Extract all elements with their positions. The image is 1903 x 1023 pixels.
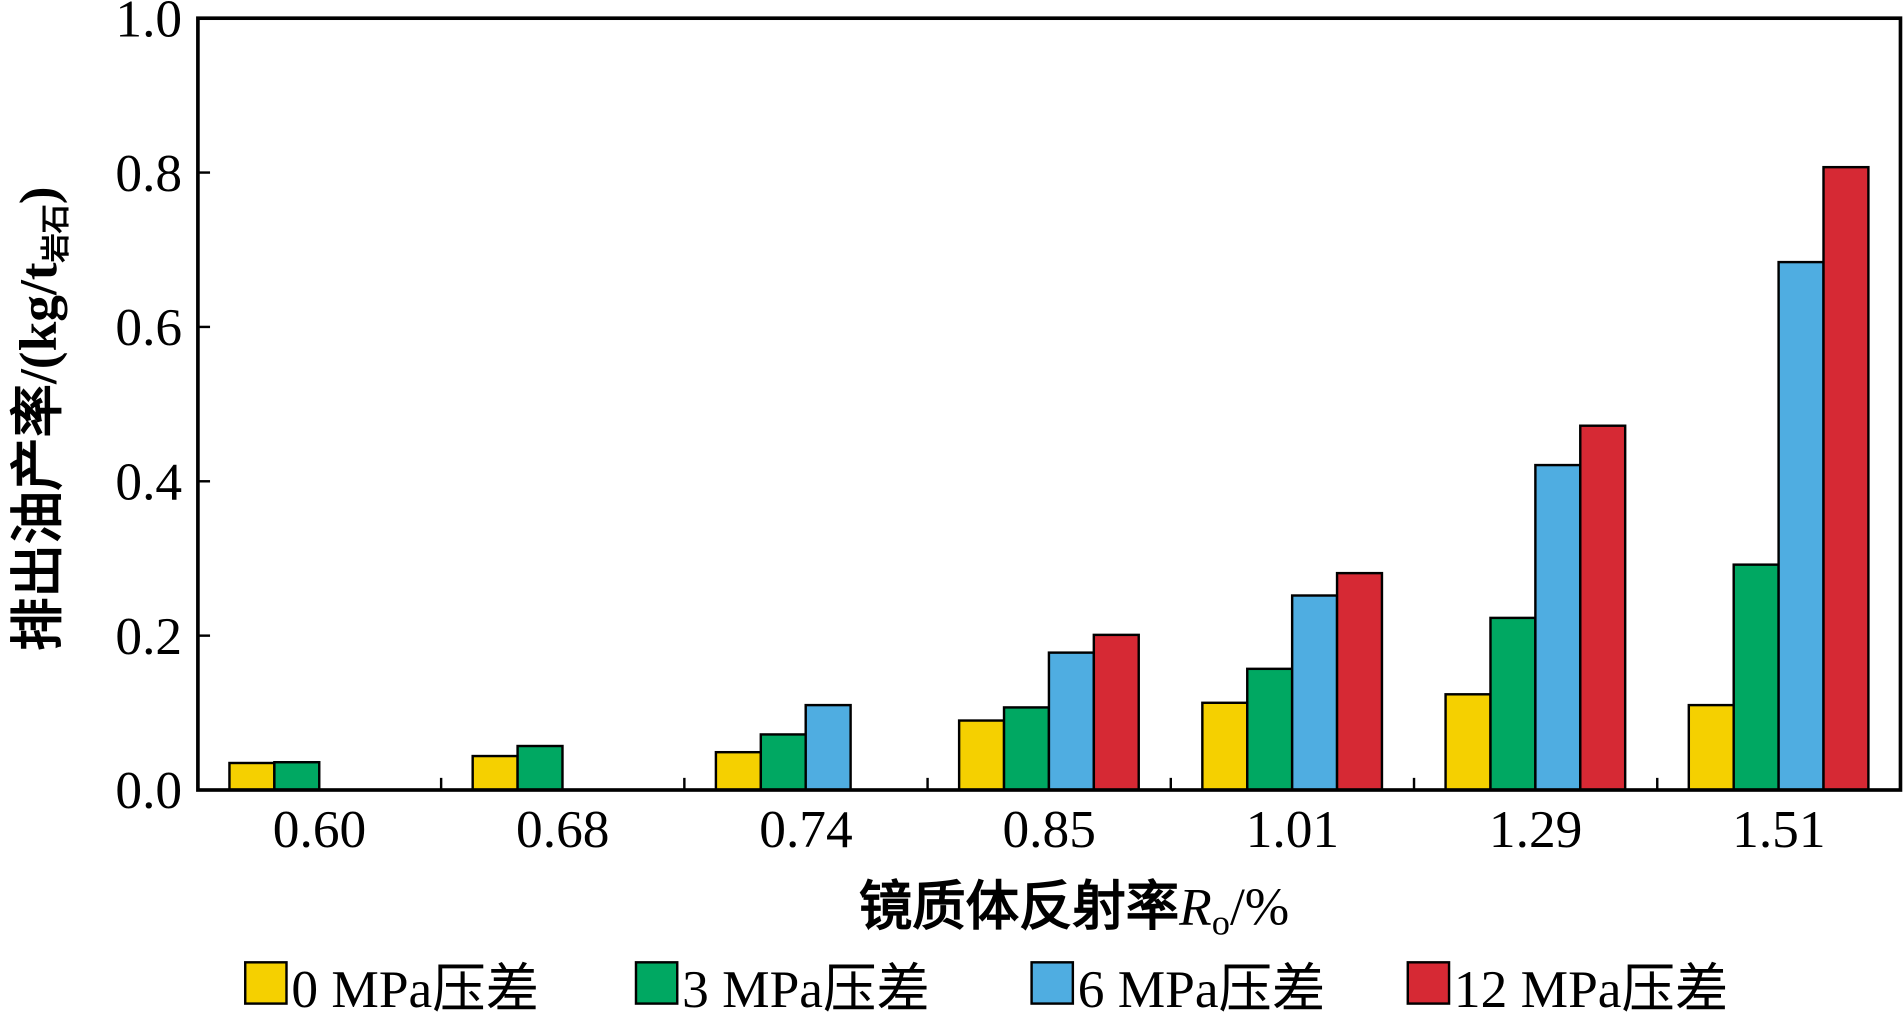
bar-1.01-12MPa压差 <box>1335 571 1384 792</box>
legend-swatch <box>244 961 288 1005</box>
x-tick-label: 0.85 <box>1002 799 1095 859</box>
plot-frame <box>196 16 1903 792</box>
bar-1.29-12MPa压差 <box>1579 424 1627 792</box>
bar-1.29-6MPa压差 <box>1534 463 1582 792</box>
legend-swatch <box>634 961 679 1005</box>
bar-0.74-6MPa压差 <box>804 703 852 792</box>
bar-0.85-3MPa压差 <box>1002 706 1051 792</box>
bar-0.74-0MPa压差 <box>714 750 763 792</box>
bar-1.51-12MPa压差 <box>1822 165 1870 792</box>
y-tick-label: 0.8 <box>115 143 182 203</box>
legend-label: 12 MPa压差 <box>1454 959 1728 1019</box>
bar-0.85-0MPa压差 <box>957 719 1006 792</box>
y-tick-label: 0.4 <box>115 451 182 511</box>
bar-0.74-3MPa压差 <box>759 733 807 792</box>
y-tick-label: 1.0 <box>115 0 182 48</box>
bar-0.68-0MPa压差 <box>471 754 519 792</box>
y-tick-label: 0.6 <box>115 297 182 357</box>
bar-1.01-6MPa压差 <box>1290 594 1339 792</box>
bar-1.01-3MPa压差 <box>1246 667 1294 792</box>
bar-1.51-0MPa压差 <box>1687 703 1735 792</box>
x-tick-label: 1.51 <box>1732 799 1825 859</box>
bar-1.51-3MPa压差 <box>1732 563 1780 792</box>
x-tick-label: 0.68 <box>516 799 609 859</box>
bar-0.85-6MPa压差 <box>1047 651 1096 792</box>
bar-1.01-0MPa压差 <box>1201 701 1249 792</box>
bar-1.51-6MPa压差 <box>1777 260 1825 792</box>
legend-label: 6 MPa压差 <box>1078 959 1326 1019</box>
bar-0.60-0MPa压差 <box>228 761 276 792</box>
x-tick-label: 1.29 <box>1489 799 1582 859</box>
legend-label: 0 MPa压差 <box>291 959 539 1019</box>
x-tick-label: 1.01 <box>1246 799 1339 859</box>
ticks-layer: 0.60 0.68 0.74 0.85 1.01 1.29 1.51 0.0 0.2 0.4 0.6… <box>115 0 1825 859</box>
legend-swatch <box>1406 961 1451 1005</box>
x-axis-label: 镜质体反射率Ro/% <box>859 877 1289 943</box>
bar-0.60-3MPa压差 <box>273 761 321 792</box>
bar-1.29-3MPa压差 <box>1489 616 1537 792</box>
bars-layer <box>228 165 1870 792</box>
y-axis-label: 排出油产率/(kg/t岩石) <box>8 186 73 650</box>
bar-0.85-12MPa压差 <box>1092 633 1140 792</box>
legend-swatch <box>1030 961 1075 1005</box>
y-tick-label: 0.2 <box>115 606 182 666</box>
x-tick-label: 0.74 <box>759 799 852 859</box>
y-tick-label: 0.0 <box>115 760 182 820</box>
x-tick-label: 0.60 <box>273 799 366 859</box>
legend-label: 3 MPa压差 <box>682 959 930 1019</box>
bar-1.29-0MPa压差 <box>1444 693 1492 792</box>
bar-0.68-3MPa压差 <box>516 744 564 792</box>
legend: 0 MPa压差 3 MPa压差 6 MPa压差 12 MPa压差 <box>244 959 1728 1019</box>
